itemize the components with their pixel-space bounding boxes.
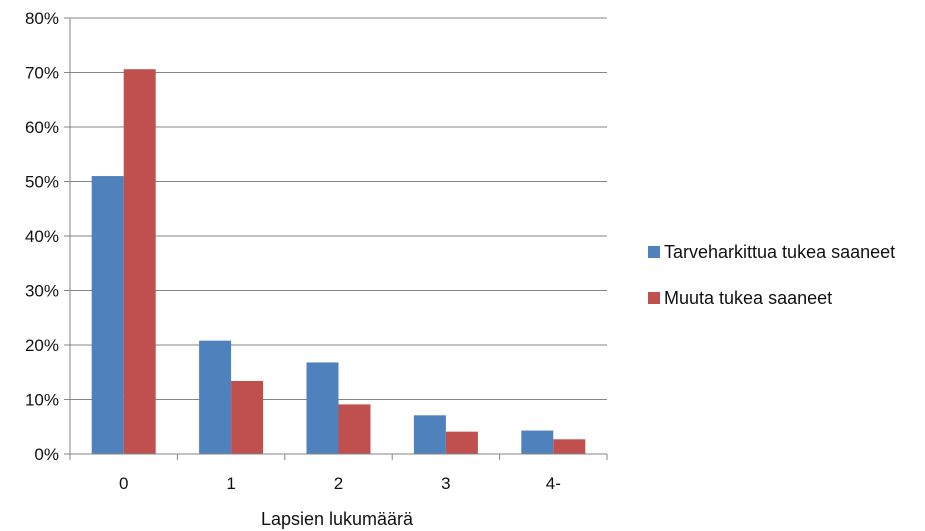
bar-tarveharkittua-4 (521, 430, 554, 454)
bar-muuta-4 (553, 439, 586, 454)
y-tick-label: 40% (25, 227, 59, 246)
y-tick-label: 70% (25, 64, 59, 83)
x-axis-tick-labels: 0 1 2 3 4- (119, 474, 561, 493)
bar-muuta-2 (338, 404, 371, 454)
y-axis-tick-labels: 0% 10% 20% 30% 40% 50% 60% 70% 80% (25, 9, 59, 464)
bar-muuta-3 (445, 431, 478, 454)
y-tick-label: 80% (25, 9, 59, 28)
bar-tarveharkittua-1 (199, 340, 232, 454)
x-axis-title: Lapsien lukumäärä (261, 509, 414, 529)
x-tick-label: 1 (226, 474, 235, 493)
legend-swatch (648, 246, 660, 258)
y-tick-label: 10% (25, 391, 59, 410)
legend: Tarveharkittua tukea saaneet Muuta tukea … (648, 242, 895, 308)
x-tick-label: 2 (334, 474, 343, 493)
y-tick-label: 20% (25, 336, 59, 355)
bar-tarveharkittua-0 (91, 176, 124, 455)
legend-label: Tarveharkittua tukea saaneet (664, 242, 895, 262)
axes (64, 17, 608, 460)
bar-muuta-0 (123, 69, 156, 454)
y-tick-label: 30% (25, 282, 59, 301)
bar-tarveharkittua-3 (413, 415, 446, 454)
x-tick-label: 4- (546, 474, 561, 493)
x-tick-label: 3 (441, 474, 450, 493)
y-tick-label: 0% (34, 445, 59, 464)
bar-muuta-1 (231, 380, 264, 454)
x-tick-label: 0 (119, 474, 128, 493)
y-tick-label: 60% (25, 118, 59, 137)
legend-swatch (648, 292, 660, 304)
y-tick-label: 50% (25, 173, 59, 192)
legend-label: Muuta tukea saaneet (664, 288, 832, 308)
bar-tarveharkittua-2 (306, 362, 339, 454)
bars (91, 69, 586, 455)
gridlines (70, 17, 607, 400)
